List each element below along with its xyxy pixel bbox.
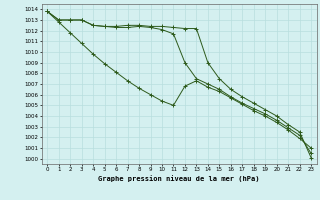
X-axis label: Graphe pression niveau de la mer (hPa): Graphe pression niveau de la mer (hPa) [99, 175, 260, 182]
